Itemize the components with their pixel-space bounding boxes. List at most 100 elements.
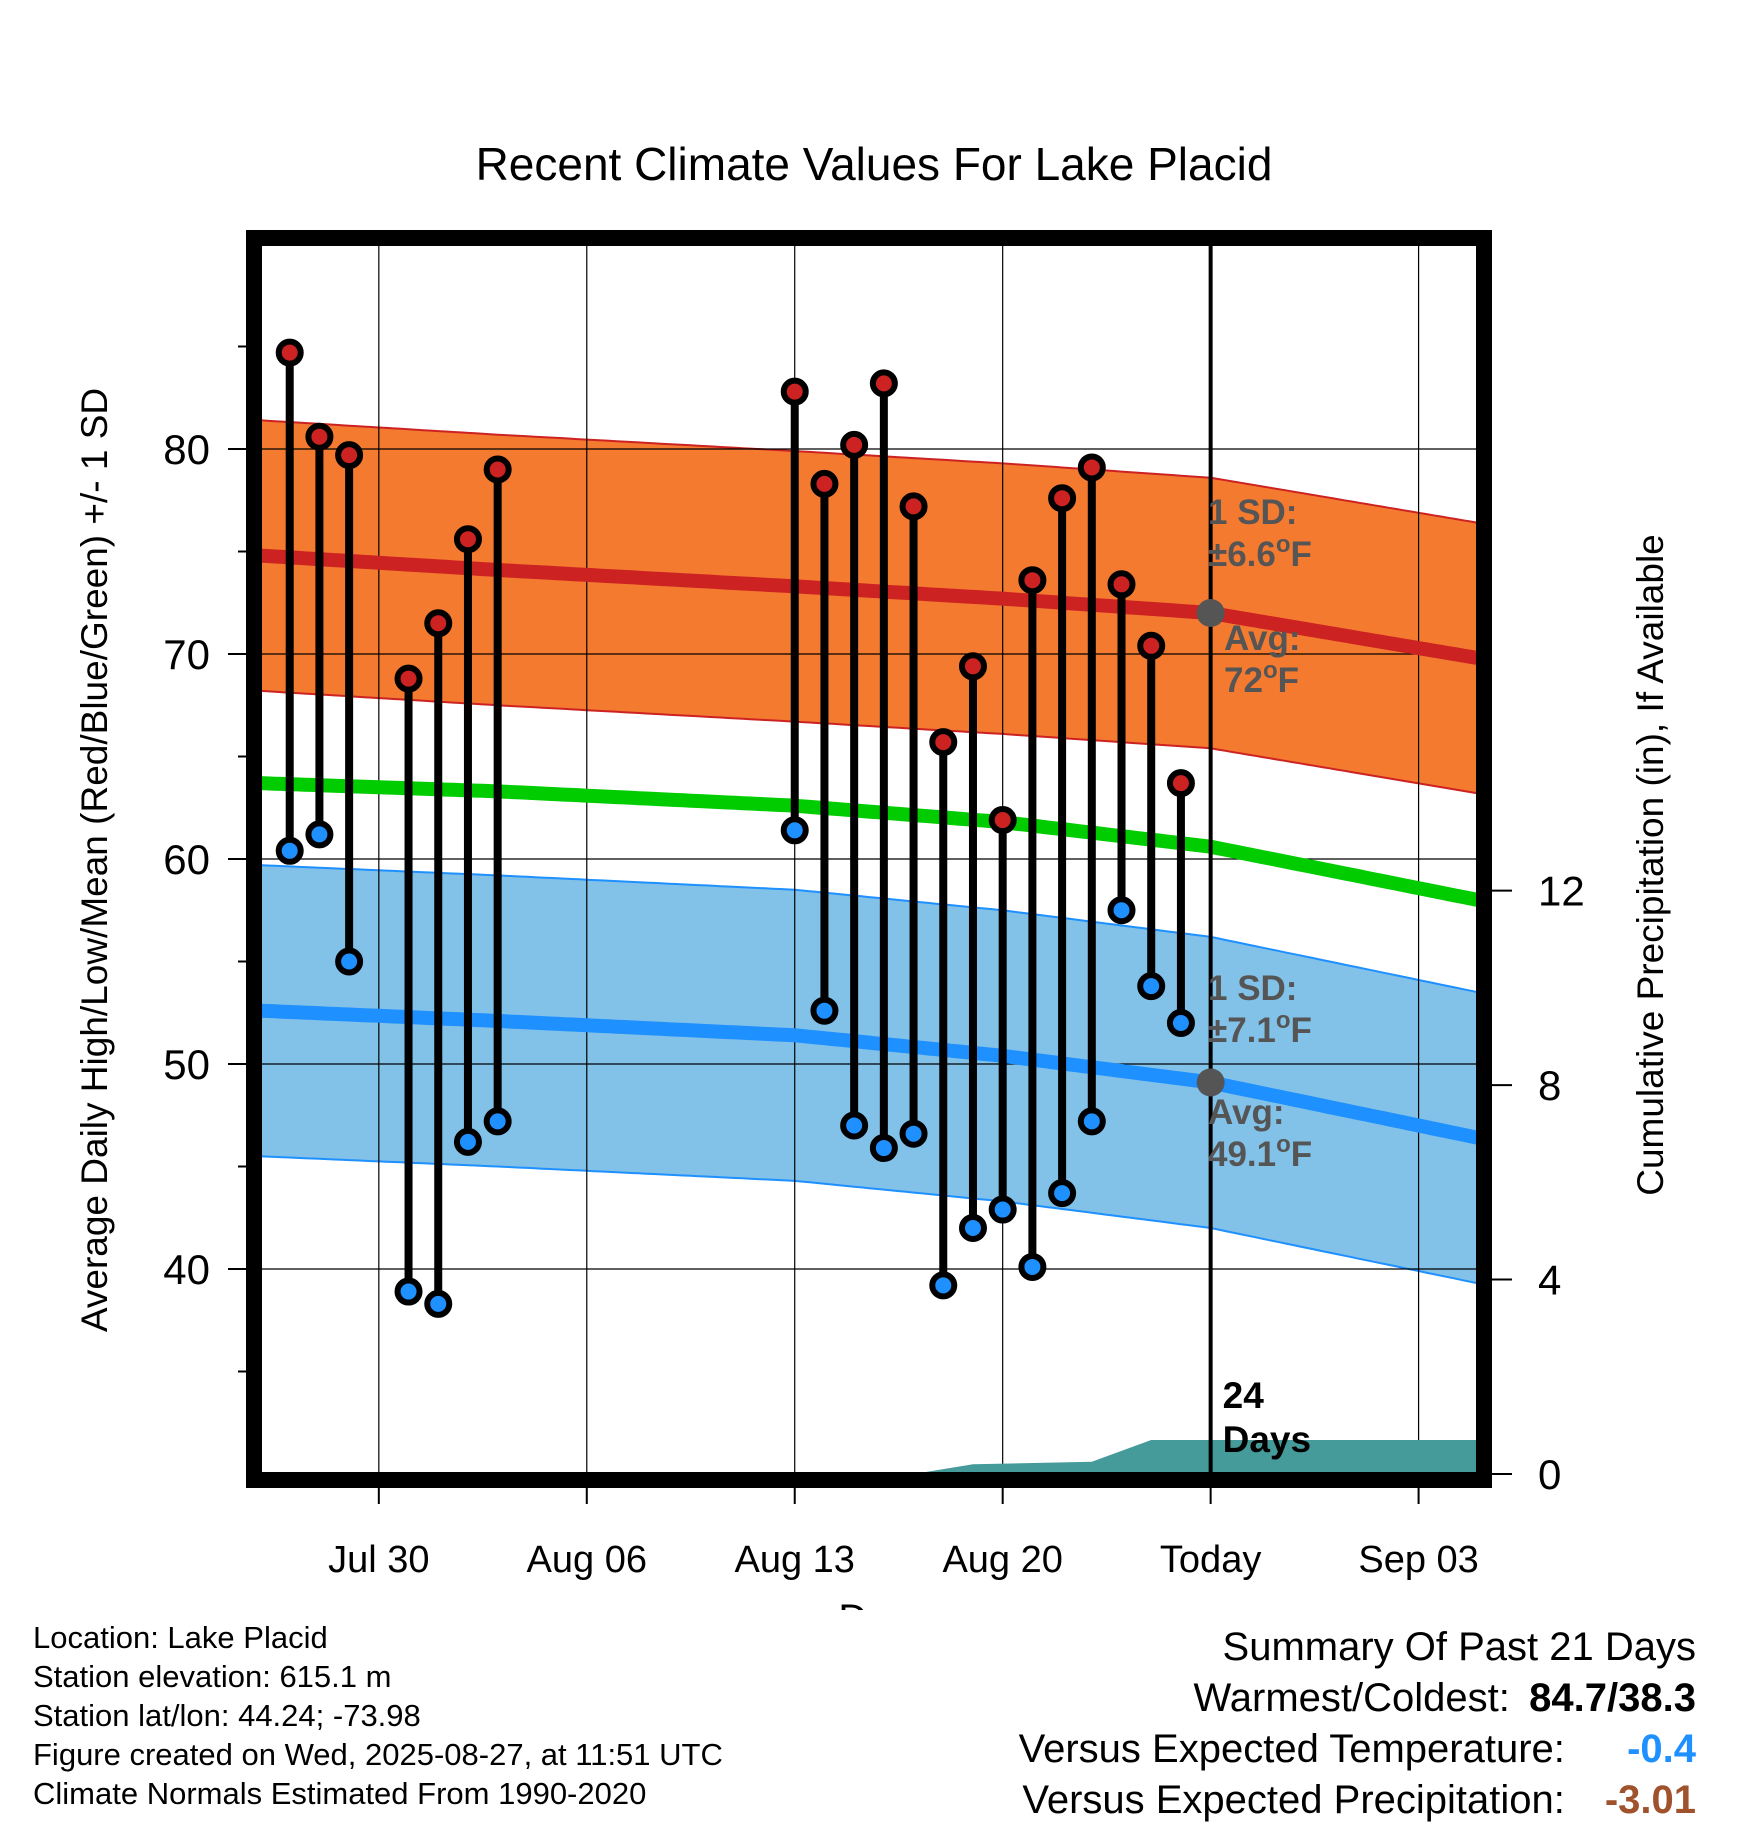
precip-departure-label: Versus Expected Precipitation: [1022,1778,1565,1822]
daily-high-marker [958,652,987,681]
high-sd-value: ±6.6oF [1208,531,1312,574]
daily-high-marker [929,728,958,757]
daily-high-marker [424,609,453,638]
daily-high-marker [810,469,839,498]
warmest-coldest-label: Warmest/Coldest: [1193,1676,1510,1720]
daily-high-marker [840,430,869,459]
daily-high-marker [1166,769,1195,798]
low-avg-value: 49.1oF [1208,1131,1312,1174]
daily-low-marker [453,1127,482,1156]
daily-high-marker [899,492,928,521]
high-sd-band [260,420,1478,794]
daily-low-marker [988,1195,1017,1224]
normal-low-line [259,1003,1480,1145]
y-tick-label: 70 [163,631,210,678]
daily-high-marker [1048,484,1077,513]
daily-low-marker [899,1119,928,1148]
daily-high-marker [335,441,364,470]
daily-low-marker [483,1107,512,1136]
low-sd-label: 1 SD: [1208,969,1297,1008]
daily-high-marker [1018,566,1047,595]
today-high-avg-marker [1196,599,1225,627]
daily-high-marker [275,338,304,367]
daily-low-marker [305,820,334,849]
y-right-tick-label: 4 [1538,1257,1561,1304]
low-avg-label: Avg: [1208,1093,1284,1132]
daily-low-marker [424,1289,453,1318]
daily-high-marker [483,455,512,484]
high-avg-label: Avg: [1224,619,1300,658]
daily-low-marker [394,1277,423,1306]
temp-departure-row: Versus Expected Temperature: -0.4 [1019,1724,1696,1775]
precipitation-area [260,1440,1478,1474]
daily-low-marker [275,836,304,865]
x-tick-label: Aug 06 [527,1539,647,1581]
latlon-text: Station lat/lon: 44.24; -73.98 [33,1698,421,1733]
y-right-tick-label: 0 [1538,1451,1561,1498]
location-text: Location: Lake Placid [33,1620,328,1655]
days-label-line: 24 [1223,1375,1265,1416]
plot-frame [246,230,1492,1488]
y-tick-label: 60 [163,836,210,883]
daily-low-marker [1048,1179,1077,1208]
daily-low-marker [780,816,809,845]
created-text: Figure created on Wed, 2025-08-27, at 11… [33,1737,723,1772]
warmest-coldest-row: Warmest/Coldest: 84.7/38.3 [1019,1673,1697,1724]
low-sd-value: ±7.1oF [1208,1007,1312,1050]
warmest-coldest-value: 84.7/38.3 [1529,1676,1696,1720]
daily-low-marker [1137,972,1166,1001]
high-sd-label: 1 SD: [1208,493,1297,532]
daily-high-marker [780,377,809,406]
y-tick-label: 80 [163,426,210,473]
daily-low-marker [1166,1009,1195,1037]
station-info: Location: Lake Placid Station elevation:… [33,1618,723,1813]
y-right-tick-label: 8 [1538,1062,1561,1109]
x-tick-label: Aug 20 [942,1539,1062,1581]
low-sd-band [260,865,1478,1284]
normal-high-line [259,548,1480,665]
y-right-axis-label: Cumulative Precipitation (in), If Availa… [1630,534,1671,1196]
daily-high-marker [988,806,1017,835]
summary-title: Summary Of Past 21 Days [1222,1625,1696,1669]
high-sd-upper-edge [259,419,1479,524]
climate-chart: Recent Climate Values For Lake Placid 1 … [74,138,1671,1610]
daily-low-marker [810,996,839,1025]
y-axis-label: Average Daily High/Low/Mean (Red/Blue/Gr… [74,388,115,1332]
daily-low-marker [335,947,364,976]
y-tick-label: 40 [163,1246,210,1293]
temp-departure-label: Versus Expected Temperature: [1018,1727,1565,1771]
precip-departure-row: Versus Expected Precipitation: -3.01 [1019,1775,1696,1826]
x-tick-label: Jul 30 [328,1539,429,1581]
daily-low-marker [840,1111,869,1140]
daily-high-marker [394,664,423,693]
elevation-text: Station elevation: 615.1 m [33,1659,392,1694]
daily-low-marker [1077,1107,1106,1136]
daily-low-marker [869,1134,898,1163]
temp-departure-value: -0.4 [1627,1727,1696,1771]
today-low-avg-marker [1196,1068,1225,1097]
normal-mean-line [259,776,1480,907]
days-label-line: Days [1223,1419,1311,1460]
y-tick-label: 50 [163,1041,210,1088]
low-sd-lower-edge [259,1155,1479,1285]
daily-low-marker [1018,1252,1047,1281]
daily-high-marker [453,525,482,554]
daily-high-marker [305,422,334,451]
low-sd-upper-edge [259,864,1479,994]
x-tick-label: Sep 03 [1358,1539,1478,1581]
y-right-tick-label: 12 [1538,868,1585,915]
precip-departure-value: -3.01 [1604,1778,1696,1822]
daily-high-marker [869,369,898,398]
high-sd-lower-edge [259,689,1479,795]
daily-low-marker [929,1271,958,1300]
x-axis-label: Day [838,1597,909,1610]
summary-panel: Summary Of Past 21 Days Warmest/Coldest:… [1019,1622,1696,1826]
high-avg-value: 72oF [1224,657,1299,700]
normals-period-text: Climate Normals Estimated From 1990-2020 [33,1776,647,1811]
daily-high-marker [1107,570,1136,599]
daily-low-marker [958,1214,987,1242]
daily-high-marker [1077,453,1106,482]
chart-title: Recent Climate Values For Lake Placid [476,138,1273,190]
x-tick-label: Today [1160,1539,1261,1581]
